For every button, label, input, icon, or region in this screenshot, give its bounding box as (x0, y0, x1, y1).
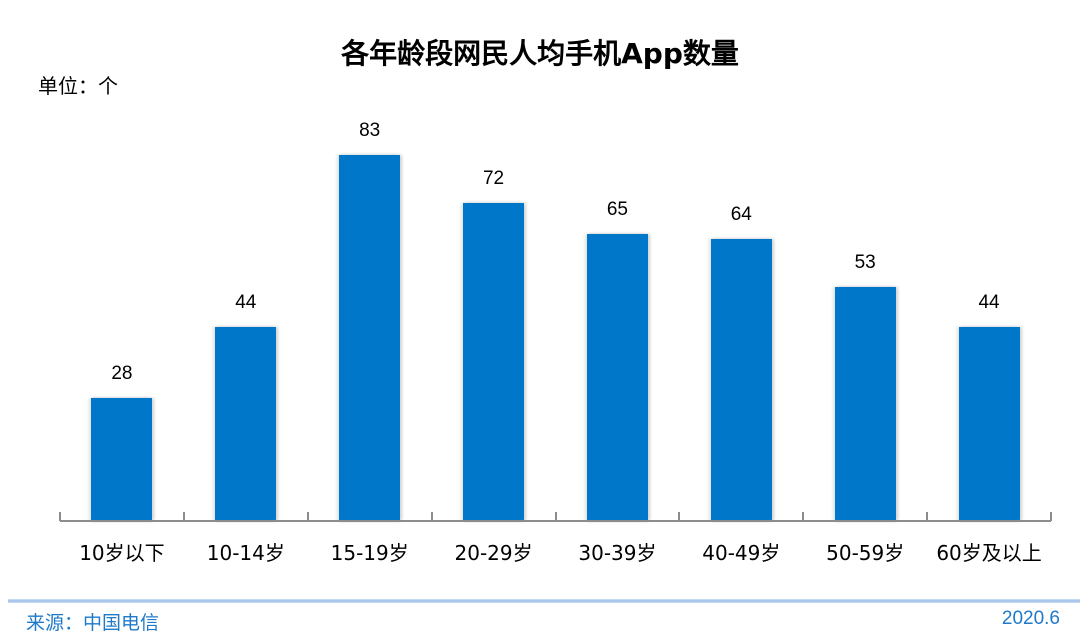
bar-value-label: 53 (854, 252, 876, 274)
x-axis-tick (554, 512, 557, 521)
bar-value-label: 83 (359, 119, 381, 141)
bar-value-label: 28 (111, 362, 133, 384)
category-label: 15-19岁 (330, 541, 409, 565)
bar (339, 154, 401, 521)
bar-value-label: 65 (606, 199, 628, 221)
x-axis-tick (678, 512, 681, 521)
x-axis-tick (926, 512, 929, 521)
x-axis-tick (1050, 512, 1052, 521)
category-label: 60岁及以上 (936, 541, 1042, 565)
x-axis-line (60, 520, 1051, 522)
source-label: 来源：中国电信 (26, 612, 160, 634)
x-axis-tick (182, 512, 185, 521)
x-axis-tick (59, 512, 61, 521)
bar-value-label: 44 (235, 291, 257, 313)
x-axis-tick (430, 512, 433, 521)
bar (958, 326, 1020, 521)
bar (834, 287, 896, 521)
bar (710, 238, 772, 521)
category-label: 10-14岁 (206, 541, 285, 565)
bar (463, 203, 525, 521)
footer-separator (8, 599, 1080, 603)
bar (586, 234, 648, 521)
date-label: 2020.6 (1001, 608, 1060, 629)
category-label: 10岁以下 (79, 541, 165, 565)
category-label: 30-39岁 (578, 541, 657, 565)
category-label: 40-49岁 (702, 541, 781, 565)
unit-label: 单位：个 (38, 74, 118, 98)
category-label: 50-59岁 (826, 541, 905, 565)
bar (91, 397, 153, 521)
bar-value-label: 72 (482, 168, 505, 190)
bar-value-label: 64 (730, 203, 752, 225)
chart-title: 各年龄段网民人均手机App数量 (341, 37, 739, 70)
x-axis-tick (802, 512, 805, 521)
x-axis-tick (306, 512, 309, 521)
bar (215, 326, 277, 521)
category-label: 20-29岁 (454, 541, 533, 565)
bar-value-label: 44 (978, 291, 1000, 313)
